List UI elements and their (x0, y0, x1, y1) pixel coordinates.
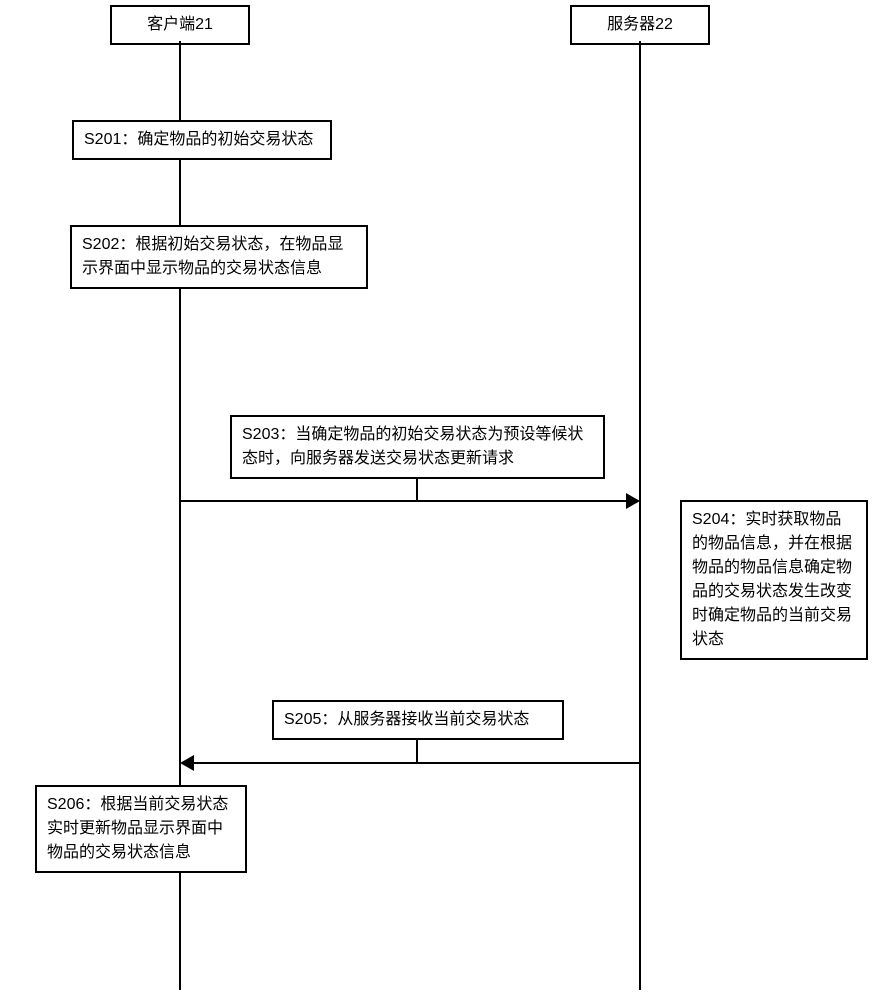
step-s202-text: S202：根据初始交易状态，在物品显示界面中显示物品的交易状态信息 (82, 236, 343, 277)
step-s201-text: S201：确定物品的初始交易状态 (84, 131, 313, 148)
step-s203: S203：当确定物品的初始交易状态为预设等候状态时，向服务器发送交易状态更新请求 (230, 415, 605, 479)
actor-server-label: 服务器22 (607, 16, 673, 33)
step-s205-text: S205：从服务器接收当前交易状态 (284, 711, 529, 728)
arrow-s205-head (180, 755, 194, 771)
step-s206-text: S206：根据当前交易状态实时更新物品显示界面中物品的交易状态信息 (47, 796, 228, 861)
arrow-s203-head (626, 493, 640, 509)
step-s205: S205：从服务器接收当前交易状态 (272, 700, 564, 740)
step-s202: S202：根据初始交易状态，在物品显示界面中显示物品的交易状态信息 (70, 225, 368, 289)
step-s201: S201：确定物品的初始交易状态 (72, 120, 332, 160)
actor-client-box: 客户端21 (110, 5, 250, 45)
actor-client-label: 客户端21 (147, 16, 213, 33)
arrow-s203-line (180, 500, 628, 502)
arrow-s205-line (192, 762, 640, 764)
step-s204-text: S204：实时获取物品的物品信息，并在根据物品的物品信息确定物品的交易状态发生改… (692, 511, 852, 648)
arrow-s203-drop (416, 477, 418, 500)
step-s206: S206：根据当前交易状态实时更新物品显示界面中物品的交易状态信息 (35, 785, 247, 873)
actor-server-box: 服务器22 (570, 5, 710, 45)
step-s204: S204：实时获取物品的物品信息，并在根据物品的物品信息确定物品的交易状态发生改… (680, 500, 868, 660)
arrow-s205-drop (416, 740, 418, 762)
step-s203-text: S203：当确定物品的初始交易状态为预设等候状态时，向服务器发送交易状态更新请求 (242, 426, 583, 467)
lifeline-server (639, 41, 641, 990)
